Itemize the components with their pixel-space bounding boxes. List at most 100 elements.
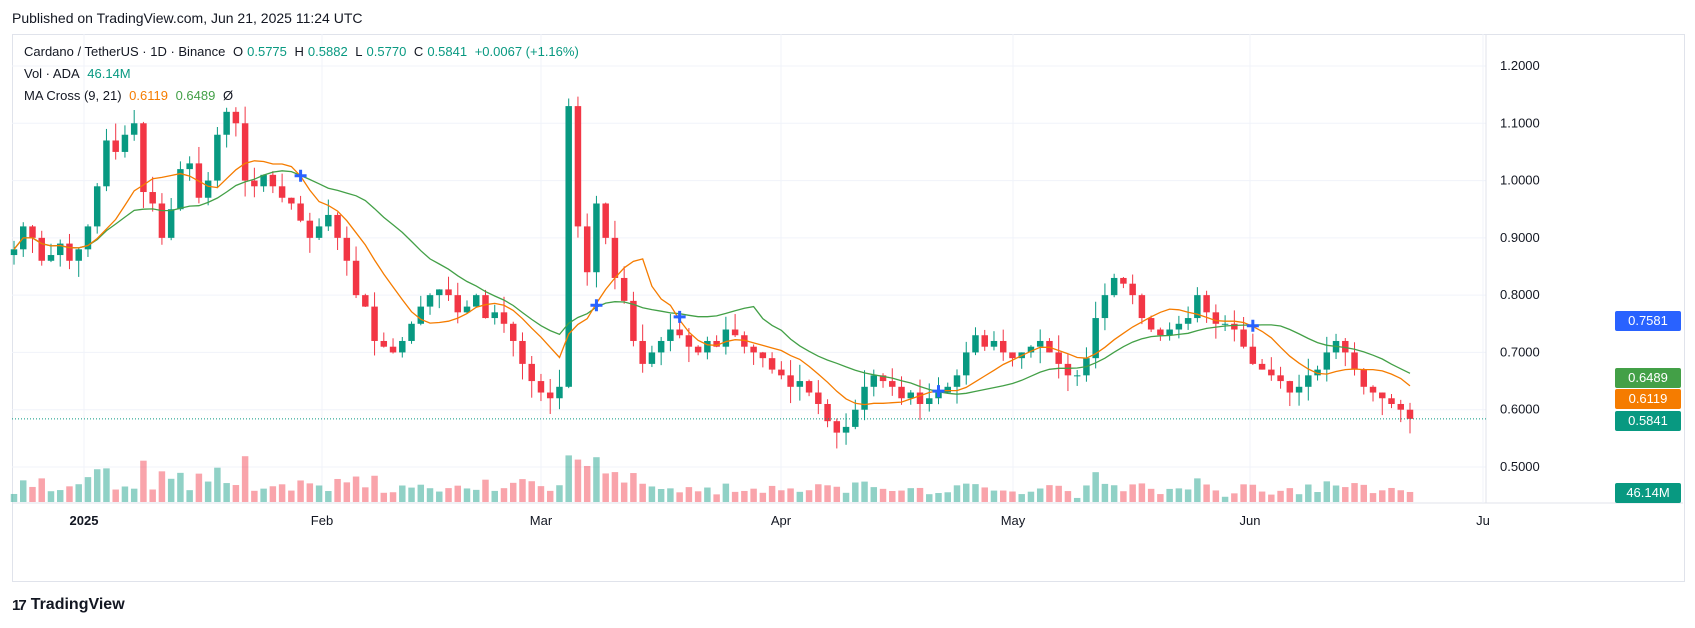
volume-bar <box>833 486 841 502</box>
candle-body <box>103 140 110 187</box>
candle-body <box>630 300 637 341</box>
candle-body <box>926 398 933 404</box>
volume-bar <box>473 489 480 502</box>
candle-body <box>1231 323 1238 330</box>
volume-bar <box>694 491 702 502</box>
candle-body <box>56 243 64 256</box>
candle-body <box>1305 375 1312 387</box>
volume-bar <box>1175 488 1183 502</box>
candle-body <box>639 340 646 364</box>
candle-body <box>1258 363 1266 370</box>
candle-body <box>981 335 988 347</box>
volume-bar <box>1166 488 1173 502</box>
candle-body <box>491 312 498 319</box>
candle-body <box>1092 318 1099 359</box>
tradingview-logo[interactable]: 17 TradingView <box>12 596 125 614</box>
candle-body <box>75 249 82 261</box>
candle-body <box>1009 352 1016 359</box>
volume-bar <box>399 485 406 502</box>
volume-bar <box>648 486 656 502</box>
volume-bar <box>611 472 619 502</box>
volume-bar <box>408 487 415 502</box>
ma-label[interactable]: MA Cross (9, 21) <box>24 88 122 103</box>
candle-body <box>953 375 961 387</box>
candle-body <box>889 381 896 387</box>
change-value: +0.0067 (+1.16%) <box>474 44 579 59</box>
candle-body <box>371 306 378 341</box>
volume-bar <box>1092 472 1099 502</box>
volume-bar <box>1406 491 1414 502</box>
volume-bar <box>1138 483 1146 502</box>
candle-body <box>990 340 998 347</box>
candle-body <box>177 169 184 210</box>
volume-bar <box>269 486 277 502</box>
candle-body <box>852 409 859 427</box>
volume-bar <box>93 469 101 502</box>
volume-bar <box>556 485 563 502</box>
volume-bar <box>232 485 240 502</box>
candle-body <box>278 186 286 198</box>
ma-cross-marker <box>590 299 603 312</box>
y-tick-label: 0.7000 <box>1500 344 1540 359</box>
volume-bar <box>426 488 434 502</box>
candle-body <box>1129 283 1136 296</box>
candle-body <box>731 329 739 336</box>
volume-legend: Vol · ADA 46.14M <box>24 66 135 81</box>
volume-bar <box>1240 484 1247 502</box>
chart-frame[interactable] <box>12 34 1685 582</box>
candle-body <box>1064 363 1072 376</box>
candle-body <box>1406 409 1414 419</box>
candle-body <box>1110 277 1118 296</box>
symbol-legend: Cardano / TetherUS · 1D · Binance O 0.577… <box>24 44 583 59</box>
published-note: Published on TradingView.com, Jun 21, 20… <box>12 10 363 26</box>
volume-bar <box>1231 493 1238 502</box>
candle-body <box>722 329 730 347</box>
candle-body <box>334 214 341 238</box>
volume-bar <box>879 488 887 502</box>
volume-bar <box>509 482 517 502</box>
volume-bar <box>1203 484 1210 502</box>
volume-bar <box>916 487 924 502</box>
low-label: L <box>355 44 363 59</box>
volume-bar <box>75 484 82 502</box>
volume-bar <box>343 482 351 502</box>
candle-body <box>445 289 452 296</box>
candle-body <box>1138 295 1146 319</box>
candle-body <box>1286 381 1294 393</box>
volume-bar <box>861 481 868 502</box>
volume-bar <box>574 459 582 502</box>
volume-bar <box>1221 496 1229 502</box>
volume-bar <box>1120 491 1127 502</box>
candle-body <box>288 197 295 204</box>
candle-body <box>648 352 656 364</box>
volume-bar <box>1055 485 1062 502</box>
volume-bar <box>944 492 951 502</box>
candle-body <box>694 346 702 353</box>
symbol-title[interactable]: Cardano / TetherUS · 1D · Binance <box>24 44 226 59</box>
volume-bar <box>482 479 489 502</box>
candle-body <box>704 340 711 353</box>
volume-bar <box>306 483 314 502</box>
volume-bar <box>463 488 471 502</box>
candle-body <box>768 358 776 370</box>
candle-body <box>399 340 406 353</box>
volume-bar <box>140 460 147 502</box>
volume-bar <box>630 473 637 502</box>
volume-bar <box>334 478 341 502</box>
volume-label[interactable]: Vol · ADA <box>24 66 80 81</box>
ma-fast-value: 0.6119 <box>129 88 168 103</box>
last-price-tag: 0.5841 <box>1615 411 1681 431</box>
volume-bar <box>84 477 92 502</box>
high-value: 0.5882 <box>307 44 348 59</box>
volume-bar <box>1036 488 1044 502</box>
volume-bar <box>223 483 230 502</box>
volume-bar <box>1101 483 1109 502</box>
ma-legend: MA Cross (9, 21) 0.6119 0.6489 Ø <box>24 88 237 103</box>
candle-body <box>1249 346 1257 364</box>
candle-body <box>879 375 887 382</box>
volume-bar <box>537 486 545 502</box>
volume-bar <box>1147 488 1155 502</box>
candle-body <box>1323 352 1331 370</box>
volume-bar <box>195 473 203 502</box>
